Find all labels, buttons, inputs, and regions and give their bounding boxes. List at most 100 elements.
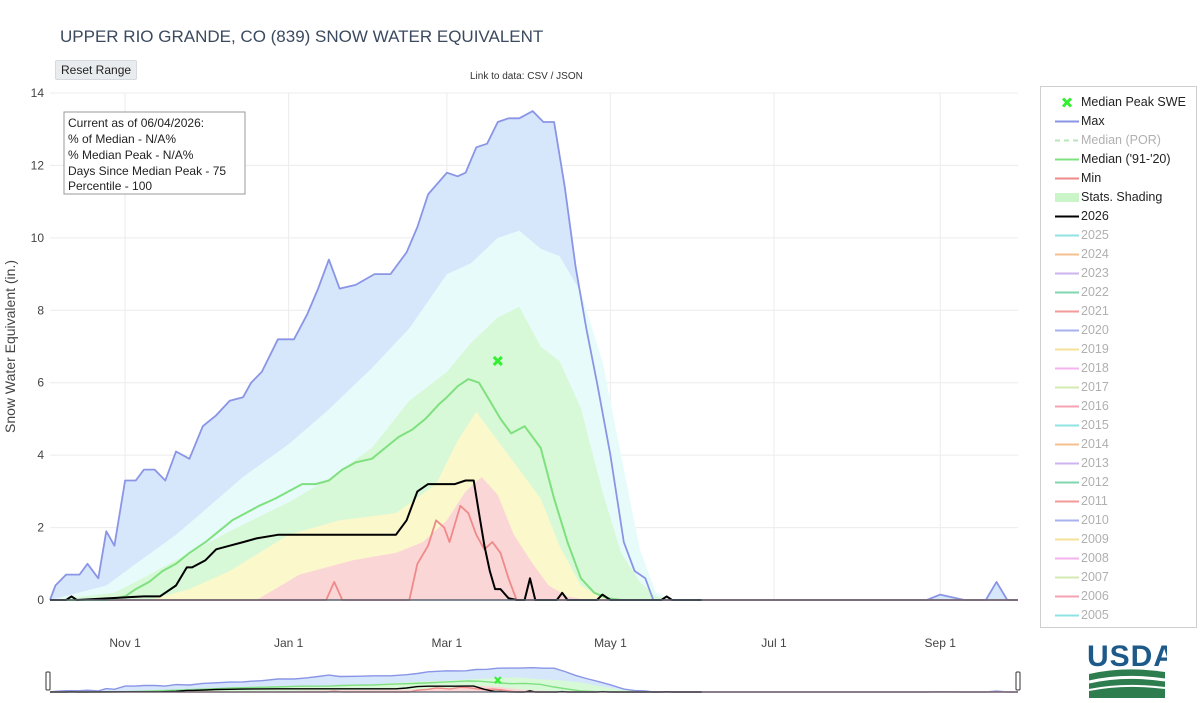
legend-item[interactable]: 2007 bbox=[1041, 568, 1196, 587]
legend-swatch bbox=[1055, 519, 1079, 522]
legend-label: 2011 bbox=[1081, 494, 1108, 508]
x-tick-label: Nov 1 bbox=[109, 636, 141, 650]
legend-label: 2007 bbox=[1081, 570, 1109, 584]
legend-item[interactable]: 2022 bbox=[1041, 283, 1196, 302]
link-separator: / bbox=[547, 71, 557, 82]
legend-label: 2006 bbox=[1081, 589, 1109, 603]
mini-p70-area bbox=[50, 677, 675, 692]
legend-label: 2025 bbox=[1081, 228, 1109, 242]
legend-item[interactable]: Median (POR) bbox=[1041, 131, 1196, 150]
range-slider[interactable] bbox=[45, 666, 1021, 693]
y-tick-label: 14 bbox=[31, 86, 45, 100]
legend-label: 2019 bbox=[1081, 342, 1109, 356]
legend-swatch bbox=[1055, 139, 1079, 142]
legend-item[interactable]: 2024 bbox=[1041, 245, 1196, 264]
legend-swatch bbox=[1055, 158, 1079, 161]
legend-label: 2022 bbox=[1081, 285, 1109, 299]
y-tick-label: 12 bbox=[31, 158, 45, 172]
legend-swatch bbox=[1061, 97, 1073, 108]
legend-swatch bbox=[1055, 272, 1079, 275]
legend-item[interactable]: 2008 bbox=[1041, 549, 1196, 568]
mini-median-peak-marker bbox=[494, 676, 502, 684]
data-links: Link to data: CSV / JSON bbox=[470, 71, 583, 82]
usda-logo-text: USDA bbox=[1087, 640, 1167, 673]
legend-swatch bbox=[1055, 177, 1079, 180]
legend-item[interactable]: 2025 bbox=[1041, 226, 1196, 245]
chart-canvas[interactable]: 0 2 4 6 8 10 12 14 Nov 1 Jan 1 Mar 1 May 1 Jul 1 Sep … bbox=[0, 0, 1040, 700]
reset-range-button[interactable]: Reset Range bbox=[55, 60, 138, 80]
y-tick-label: 4 bbox=[37, 448, 44, 462]
legend-item[interactable]: Median ('91-'20) bbox=[1041, 150, 1196, 169]
info-box bbox=[63, 111, 246, 195]
legend-item[interactable]: 2018 bbox=[1041, 359, 1196, 378]
legend-item[interactable]: 2005 bbox=[1041, 606, 1196, 625]
legend-item[interactable]: 2015 bbox=[1041, 416, 1196, 435]
legend-item[interactable]: 2014 bbox=[1041, 435, 1196, 454]
legend-swatch bbox=[1055, 614, 1079, 617]
legend-item[interactable]: Min bbox=[1041, 169, 1196, 188]
legend-swatch bbox=[1055, 310, 1079, 313]
legend-swatch bbox=[1055, 443, 1079, 446]
legend-swatch bbox=[1055, 424, 1079, 427]
range-handle-left[interactable] bbox=[45, 671, 51, 691]
y-axis-label: Snow Water Equivalent (in.) bbox=[2, 260, 18, 433]
legend-item[interactable]: 2019 bbox=[1041, 340, 1196, 359]
info-line-1: Current as of 06/04/2026: bbox=[68, 116, 204, 130]
x-tick-label: Sep 1 bbox=[925, 636, 957, 650]
x-tick-label: Mar 1 bbox=[432, 636, 463, 650]
legend-item[interactable]: 2013 bbox=[1041, 454, 1196, 473]
range-handle-right[interactable] bbox=[1015, 671, 1021, 691]
legend-item[interactable]: 2011 bbox=[1041, 492, 1196, 511]
legend-label: Median Peak SWE bbox=[1081, 95, 1186, 109]
y-tick-label: 10 bbox=[31, 231, 45, 245]
legend-label: 2015 bbox=[1081, 418, 1109, 432]
legend-label: 2010 bbox=[1081, 513, 1109, 527]
legend-item[interactable]: 2006 bbox=[1041, 587, 1196, 606]
chart-title: UPPER RIO GRANDE, CO (839) SNOW WATER EQ… bbox=[60, 27, 544, 46]
legend-item[interactable]: Median Peak SWE bbox=[1041, 93, 1196, 112]
legend-swatch bbox=[1055, 120, 1079, 123]
legend-item[interactable]: 2021 bbox=[1041, 302, 1196, 321]
info-line-3: % Median Peak - N/A% bbox=[68, 148, 194, 162]
legend-swatch bbox=[1055, 500, 1079, 503]
legend-swatch bbox=[1055, 386, 1079, 389]
json-link[interactable]: JSON bbox=[556, 71, 583, 82]
legend-label: 2009 bbox=[1081, 532, 1109, 546]
legend-label: 2016 bbox=[1081, 399, 1109, 413]
legend-label: Median (POR) bbox=[1081, 133, 1161, 147]
legend-swatch bbox=[1055, 557, 1079, 560]
legend-swatch bbox=[1055, 462, 1079, 465]
legend-swatch bbox=[1055, 215, 1079, 218]
usda-logo: USDA bbox=[1085, 638, 1175, 698]
legend-label: 2014 bbox=[1081, 437, 1109, 451]
info-line-2: % of Median - N/A% bbox=[68, 132, 176, 146]
legend-label: 2018 bbox=[1081, 361, 1109, 375]
x-tick-label: Jan 1 bbox=[274, 636, 304, 650]
legend-label: 2021 bbox=[1081, 304, 1109, 318]
legend-item[interactable]: Max bbox=[1041, 112, 1196, 131]
legend-item[interactable]: 2026 bbox=[1041, 207, 1196, 226]
legend-swatch bbox=[1055, 193, 1079, 202]
legend-swatch bbox=[1055, 348, 1079, 351]
legend-item[interactable]: 2012 bbox=[1041, 473, 1196, 492]
legend-item[interactable]: 2023 bbox=[1041, 264, 1196, 283]
legend-item[interactable]: 2020 bbox=[1041, 321, 1196, 340]
legend-item[interactable]: 2010 bbox=[1041, 511, 1196, 530]
legend-item[interactable]: 2017 bbox=[1041, 378, 1196, 397]
legend-swatch bbox=[1055, 234, 1079, 237]
median-peak-marker bbox=[492, 355, 503, 367]
legend-swatch bbox=[1055, 329, 1079, 332]
legend-label: Median ('91-'20) bbox=[1081, 152, 1171, 166]
legend-swatch bbox=[1055, 595, 1079, 598]
legend-item[interactable]: Stats. Shading bbox=[1041, 188, 1196, 207]
csv-link[interactable]: CSV bbox=[527, 71, 548, 82]
shading-layer bbox=[50, 111, 1018, 600]
legend-swatch bbox=[1055, 367, 1079, 370]
legend-item[interactable]: 2016 bbox=[1041, 397, 1196, 416]
legend-label: 2005 bbox=[1081, 608, 1109, 622]
legend-label: 2008 bbox=[1081, 551, 1109, 565]
legend-label: 2013 bbox=[1081, 456, 1109, 470]
info-line-4: Days Since Median Peak - 75 bbox=[68, 164, 226, 178]
legend-label: 2020 bbox=[1081, 323, 1109, 337]
legend-item[interactable]: 2009 bbox=[1041, 530, 1196, 549]
